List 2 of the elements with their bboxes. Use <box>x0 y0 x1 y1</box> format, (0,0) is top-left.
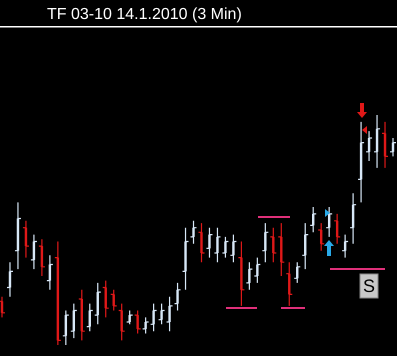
annotation: S <box>362 276 376 296</box>
chart-title: TF 03-10 14.1.2010 (3 Min) <box>47 6 242 23</box>
